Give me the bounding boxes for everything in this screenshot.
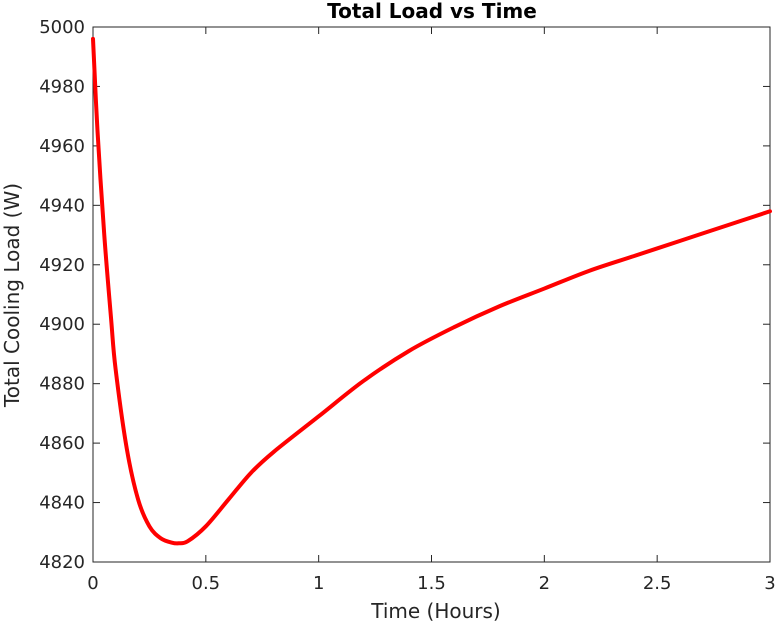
series-line: [91, 36, 772, 546]
y-axis-label: Total Cooling Load (W): [0, 183, 24, 408]
series-layer: [91, 36, 772, 546]
x-tick-label: 3: [764, 573, 775, 594]
y-tick-label: 4960: [39, 136, 85, 157]
y-tick-label: 4820: [39, 552, 85, 573]
y-tick-label: 4880: [39, 374, 85, 395]
y-tick-label: 5000: [39, 17, 85, 38]
x-tick-label: 1.5: [417, 573, 446, 594]
chart-title: Total Load vs Time: [327, 0, 537, 23]
x-axis-ticks: 0 0.5 1 1.5 2 2.5 3: [87, 27, 776, 594]
x-tick-label: 0: [87, 573, 98, 594]
y-tick-label: 4920: [39, 255, 85, 276]
x-tick-label: 0.5: [192, 573, 221, 594]
y-tick-label: 4940: [39, 195, 85, 216]
y-tick-label: 4900: [39, 314, 85, 335]
x-tick-label: 1: [313, 573, 324, 594]
y-tick-label: 4840: [39, 493, 85, 514]
y-tick-label: 4860: [39, 433, 85, 454]
x-tick-label: 2: [539, 573, 550, 594]
y-axis-ticks: 4820 4840 4860 4880 4900 4920 4940 4960 4980 5000: [39, 17, 770, 573]
y-tick-label: 4980: [39, 76, 85, 97]
plot-area-frame: [92, 26, 771, 563]
x-axis-label: Time (Hours): [370, 599, 501, 623]
x-tick-label: 2.5: [643, 573, 672, 594]
